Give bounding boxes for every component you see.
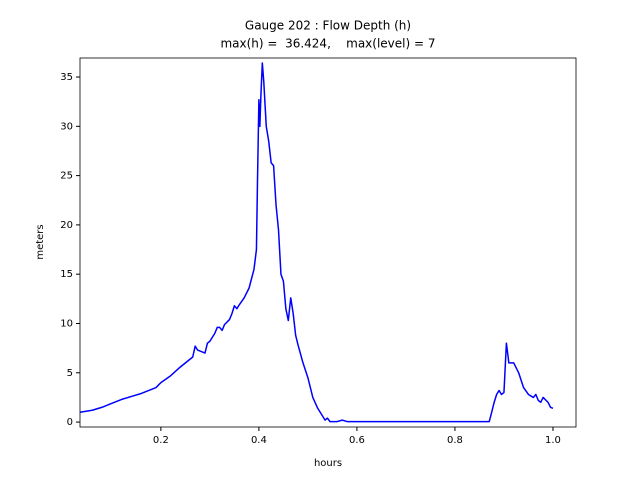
x-tick-label: 0.6	[349, 435, 365, 446]
y-tick-label: 30	[60, 121, 73, 132]
y-tick-label: 5	[67, 368, 73, 379]
x-tick-label: 0.8	[447, 435, 463, 446]
y-tick-label: 10	[60, 318, 73, 329]
data-line	[79, 62, 554, 423]
plot-frame	[79, 57, 577, 428]
y-tick-label: 15	[60, 269, 73, 280]
y-axis-label: meters	[35, 224, 46, 259]
chart-subtitle: max(h) = 36.424, max(level) = 7	[220, 37, 435, 51]
y-tick-label: 35	[60, 72, 73, 83]
x-axis-label: hours	[314, 458, 342, 469]
y-tick-label: 20	[60, 220, 73, 231]
y-tick-label: 0	[67, 417, 73, 428]
x-tick-label: 0.2	[153, 435, 169, 446]
x-tick-label: 0.4	[251, 435, 267, 446]
chart-title: Gauge 202 : Flow Depth (h)	[245, 19, 411, 33]
y-tick-label: 25	[60, 171, 73, 182]
x-tick-label: 1.0	[545, 435, 561, 446]
